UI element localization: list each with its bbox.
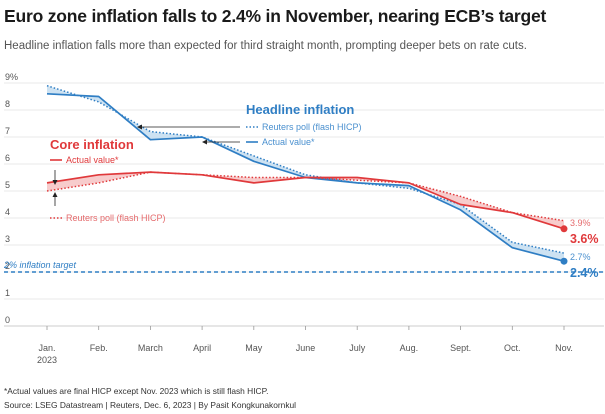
x-tick-label-10: Nov. (555, 343, 573, 353)
chart-title: Euro zone inflation falls to 2.4% in Nov… (4, 6, 547, 26)
core-poll-end-label: 3.9% (570, 218, 591, 228)
headline-poll-line (46, 84, 565, 254)
y-tick-label-1: 1 (5, 288, 10, 298)
core-title: Core inflation (50, 137, 134, 152)
annotations: Headline inflation Reuters poll (flash H… (50, 102, 599, 280)
y-tick-label-8: 8 (5, 99, 10, 109)
headline-poll-arrowhead (137, 124, 142, 130)
core-actual-end-label: 3.6% (570, 232, 599, 246)
core-poll-label: Reuters poll (flash HICP) (66, 213, 166, 223)
headline-poll-end-label: 2.7% (570, 252, 591, 262)
target-label: 2% inflation target (3, 260, 77, 270)
core-actual-line (46, 171, 565, 230)
x-tick-label-0: Jan. (38, 343, 55, 353)
x-tick-label-4: May (245, 343, 263, 353)
chart-subtitle: Headline inflation falls more than expec… (4, 40, 527, 52)
y-tick-label-0: 0 (5, 315, 10, 325)
y-tick-label-7: 7 (5, 126, 10, 136)
x-tick-label-5: June (296, 343, 316, 353)
headline-poll-label: Reuters poll (flash HICP) (262, 122, 362, 132)
series-lines (46, 84, 568, 265)
x-tick-label-8: Sept. (450, 343, 471, 353)
headline-actual-arrowhead (202, 139, 207, 145)
x-tick-label-6: July (349, 343, 366, 353)
x-tick-sublabel-0: 2023 (37, 355, 57, 365)
core-poll-arrowhead (52, 192, 58, 197)
y-tick-label-3: 3 (5, 234, 10, 244)
footnote: *Actual values are final HICP except Nov… (4, 386, 269, 396)
headline-actual-label: Actual value* (262, 137, 315, 147)
headline-end-marker (560, 257, 568, 265)
y-tick-label-4: 4 (5, 207, 10, 217)
target-line-group: 2% inflation target (3, 260, 604, 273)
core-end-marker (560, 225, 568, 233)
x-tick-label-9: Oct. (504, 343, 521, 353)
y-tick-label-5: 5 (5, 180, 10, 190)
y-tick-label-2: 2 (5, 261, 10, 271)
grid-lines (4, 82, 604, 327)
y-axis-labels: 0 1 2 3 4 5 6 7 8 9% (5, 72, 18, 325)
source-line: Source: LSEG Datastream | Reuters, Dec. … (4, 400, 297, 410)
headline-title: Headline inflation (246, 102, 354, 117)
core-actual-label: Actual value* (66, 155, 119, 165)
core-gap-fill (47, 172, 564, 229)
gap-fills (47, 85, 564, 262)
x-tick-label-3: April (193, 343, 211, 353)
x-tick-label-2: March (138, 343, 163, 353)
x-axis-labels: Jan. 2023 Feb. March April May June July Aug. Sep… (37, 326, 573, 365)
y-tick-label-6: 6 (5, 153, 10, 163)
x-tick-label-7: Aug. (400, 343, 419, 353)
y-tick-label-9: 9% (5, 72, 18, 82)
x-tick-label-1: Feb. (90, 343, 108, 353)
headline-actual-end-label: 2.4% (570, 266, 599, 280)
headline-gap-fill (47, 85, 564, 262)
core-actual-arrowhead (52, 180, 58, 185)
